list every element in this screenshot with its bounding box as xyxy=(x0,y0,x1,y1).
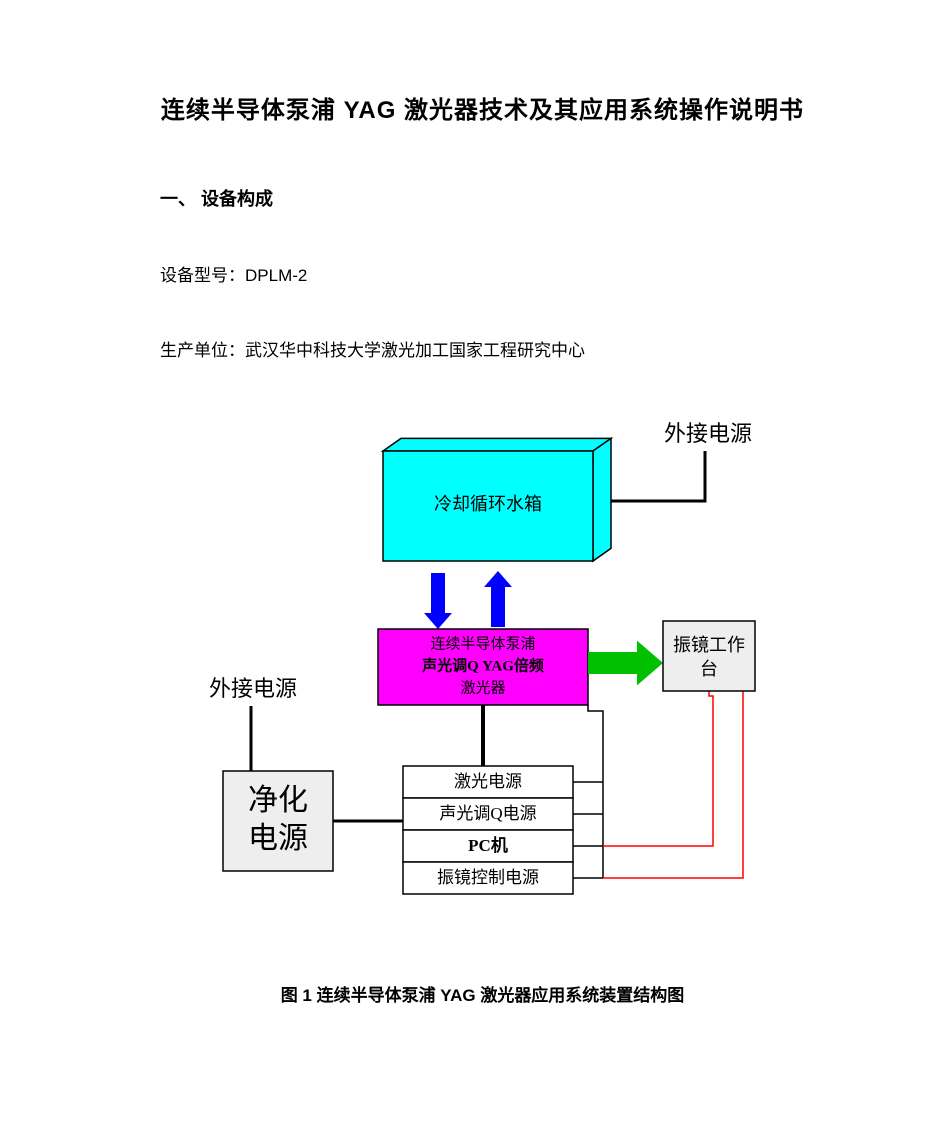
svg-text:电源: 电源 xyxy=(248,822,308,855)
svg-text:外接电源: 外接电源 xyxy=(663,421,751,446)
model-line: 设备型号：DPLM-2 xyxy=(160,261,805,286)
svg-text:净化: 净化 xyxy=(248,784,308,817)
svg-text:激光器: 激光器 xyxy=(460,679,505,696)
svg-text:连续半导体泵浦: 连续半导体泵浦 xyxy=(430,635,535,652)
page-title: 连续半导体泵浦 YAG 激光器技术及其应用系统操作说明书 xyxy=(160,90,805,125)
section-heading: 一、 设备构成 xyxy=(160,185,805,211)
svg-text:PC机: PC机 xyxy=(468,835,508,855)
figure-caption: 图 1 连续半导体泵浦 YAG 激光器应用系统装置结构图 xyxy=(160,981,805,1006)
svg-text:冷却循环水箱: 冷却循环水箱 xyxy=(434,494,542,514)
svg-text:振镜控制电源: 振镜控制电源 xyxy=(437,868,539,887)
diagram-container: 冷却循环水箱外接电源外接电源连续半导体泵浦声光调Q YAG倍频激光器振镜工作台净… xyxy=(160,411,805,951)
svg-text:外接电源: 外接电源 xyxy=(208,676,296,701)
svg-text:声光调Q YAG倍频: 声光调Q YAG倍频 xyxy=(421,656,544,674)
svg-text:台: 台 xyxy=(700,659,718,679)
producer-line: 生产单位：武汉华中科技大学激光加工国家工程研究中心 xyxy=(160,336,805,361)
system-diagram: 冷却循环水箱外接电源外接电源连续半导体泵浦声光调Q YAG倍频激光器振镜工作台净… xyxy=(183,411,783,951)
svg-text:激光电源: 激光电源 xyxy=(454,772,522,791)
svg-text:声光调Q电源: 声光调Q电源 xyxy=(439,804,536,823)
svg-text:振镜工作: 振镜工作 xyxy=(673,635,745,655)
